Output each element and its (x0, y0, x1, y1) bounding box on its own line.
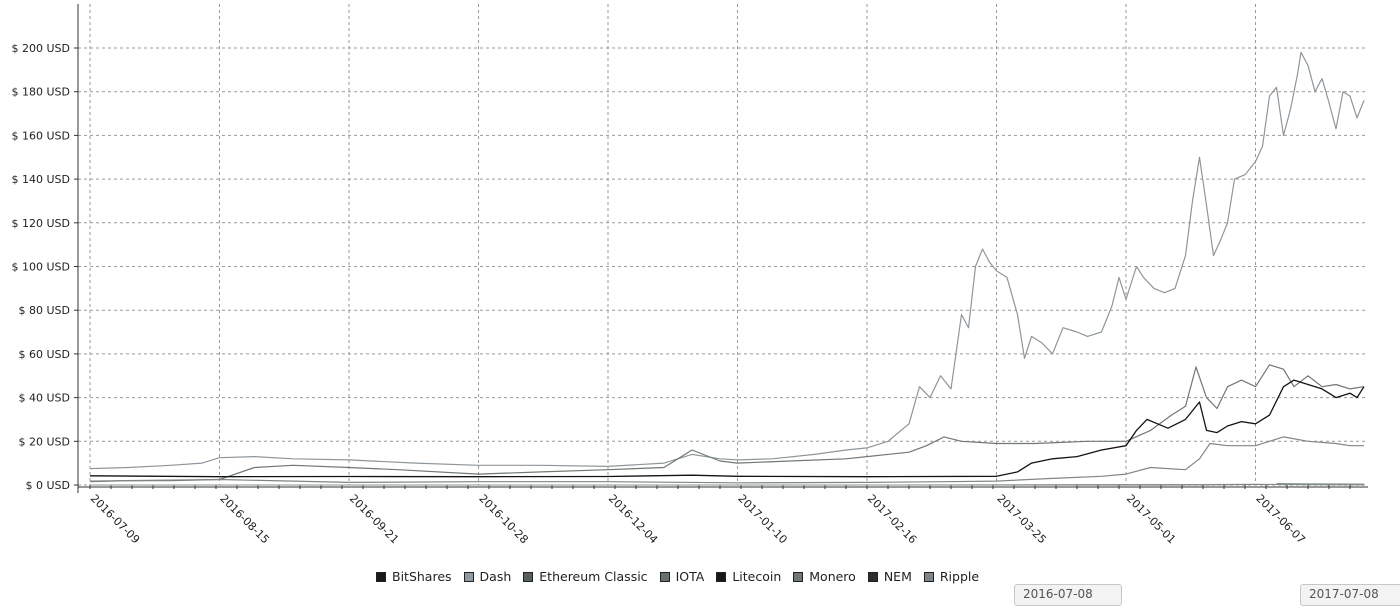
legend-label: Ethereum Classic (539, 569, 648, 584)
x-tick-label: 2017-03-25 (994, 492, 1048, 546)
legend-label: Monero (809, 569, 856, 584)
range-start-text: 2016-07-08 (1023, 587, 1093, 601)
y-tick-label: $ 180 USD (12, 86, 71, 99)
x-tick-label: 2017-06-07 (1253, 492, 1307, 546)
y-tick-label: $ 100 USD (12, 261, 71, 274)
legend-label: Litecoin (732, 569, 782, 584)
series-lines (89, 51, 1365, 486)
grid (78, 4, 1368, 486)
legend-swatch (716, 571, 727, 582)
legend-item-monero[interactable]: Monero (793, 569, 856, 584)
series-line-ripple (90, 483, 1365, 486)
y-tick-label: $ 60 USD (19, 348, 71, 361)
x-tick-label: 2016-08-15 (217, 492, 271, 546)
legend-label: BitShares (392, 569, 452, 584)
x-tick-label: 2017-01-10 (735, 492, 789, 546)
y-tick-label: $ 140 USD (12, 173, 71, 186)
x-tick-label: 2016-09-21 (347, 492, 401, 546)
legend-swatch (463, 571, 474, 582)
legend-swatch (923, 571, 934, 582)
range-end-text: 2017-07-08 (1309, 587, 1379, 601)
legend-item-litecoin[interactable]: Litecoin (716, 569, 781, 584)
legend-swatch (793, 571, 804, 582)
tick-labels: $ 0 USD $ 20 USD $ 40 USD $ 60 USD $ 80 USD $… (12, 42, 1308, 546)
x-tick-label: 2017-05-01 (1124, 492, 1178, 546)
chart-legend: BitShares Dash Ethereum Classic IOTA Litecoi… (376, 569, 979, 584)
y-tick-label: $ 160 USD (12, 129, 71, 142)
legend-item-dash[interactable]: Dash (463, 569, 512, 584)
y-tick-label: $ 0 USD (26, 479, 71, 492)
legend-swatch (867, 571, 878, 582)
y-tick-label: $ 40 USD (19, 392, 71, 405)
series-line-litecoin (89, 379, 1365, 478)
legend-swatch (659, 571, 670, 582)
x-tick-label: 2016-12-04 (606, 492, 660, 546)
axes (74, 4, 1368, 493)
legend-item-ripple[interactable]: Ripple (923, 569, 980, 584)
legend-item-iota[interactable]: IOTA (659, 569, 705, 584)
y-tick-label: $ 120 USD (12, 217, 71, 230)
x-tick-label: 2016-07-09 (88, 492, 142, 546)
series-line-monero (89, 436, 1364, 484)
legend-swatch (523, 571, 534, 582)
y-tick-label: $ 20 USD (19, 435, 71, 448)
series-line-ethereum-classic (89, 364, 1365, 483)
y-tick-label: $ 200 USD (12, 42, 71, 55)
legend-item-ethereum-classic[interactable]: Ethereum Classic (523, 569, 648, 584)
range-start-field[interactable]: 2016-07-08 (1014, 584, 1122, 606)
legend-label: Ripple (939, 569, 980, 584)
x-tick-label: 2017-02-16 (865, 492, 919, 546)
legend-item-nem[interactable]: NEM (867, 569, 912, 584)
range-end-field[interactable]: 2017-07-08 (1300, 584, 1400, 606)
y-tick-label: $ 80 USD (19, 304, 71, 317)
legend-label: NEM (883, 569, 912, 584)
x-tick-label: 2016-10-28 (476, 492, 530, 546)
legend-swatch (376, 571, 386, 582)
legend-item-bitshares[interactable]: BitShares (376, 569, 452, 584)
series-line-dash (89, 51, 1365, 470)
legend-label: Dash (479, 569, 512, 584)
legend-label: IOTA (675, 569, 705, 584)
